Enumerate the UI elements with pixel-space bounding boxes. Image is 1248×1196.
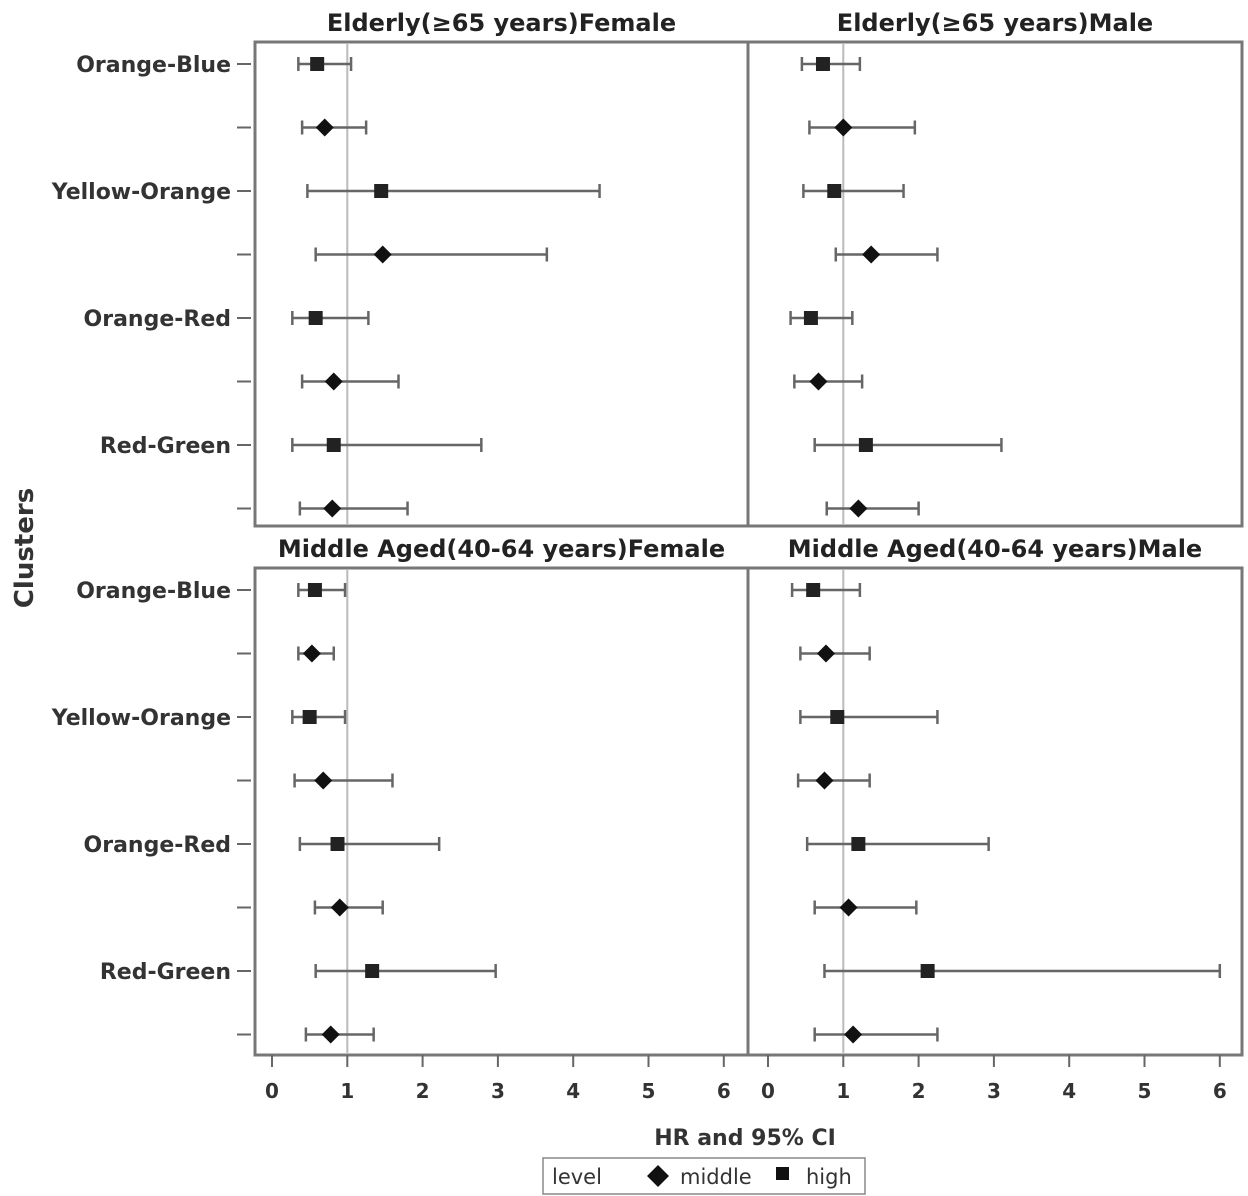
point-high-square [302, 710, 317, 724]
panel-title: Elderly(≥65 years)Male [837, 9, 1153, 37]
legend-item-high: high [806, 1165, 852, 1189]
x-tick-label: 1 [340, 1079, 354, 1103]
x-tick-label: 0 [265, 1079, 279, 1103]
point-high-square [851, 837, 866, 851]
point-middle-diamond [862, 245, 881, 264]
x-tick-label: 2 [416, 1079, 430, 1103]
panel-title: Middle Aged(40-64 years)Female [278, 535, 725, 563]
point-middle-diamond [323, 499, 342, 518]
panel-1: Elderly(≥65 years)Female Orange-Blue Yello… [51, 9, 750, 528]
category-label: Orange-Red [84, 833, 231, 858]
legend-box [542, 1157, 866, 1195]
panel-4: Middle Aged(40-64 years)Male 0 1 2 3 4 5 6 [746, 535, 1244, 1103]
panel-frame [746, 40, 1244, 528]
panels-layer: Elderly(≥65 years)Female Orange-Blue Yello… [51, 9, 1244, 1103]
legend-title: level [552, 1165, 602, 1189]
x-tick-label: 4 [566, 1079, 580, 1103]
category-label: Orange-Blue [76, 579, 231, 604]
point-high-square [326, 438, 341, 452]
category-label: Orange-Blue [76, 53, 231, 78]
panel-frame [253, 566, 750, 1057]
panel-frame [253, 40, 750, 528]
x-tick-label: 6 [717, 1079, 731, 1103]
point-high-square [374, 184, 389, 198]
x-tick-label: 3 [987, 1079, 1001, 1103]
point-high-square [308, 311, 323, 325]
point-high-square [827, 184, 842, 198]
x-tick-label: 1 [836, 1079, 850, 1103]
x-tick-label: 5 [642, 1079, 656, 1103]
point-high-square [330, 837, 345, 851]
y-axis-title: Clusters [10, 488, 40, 608]
panel-2: Elderly(≥65 years)Male [746, 9, 1244, 528]
panel-3: Middle Aged(40-64 years)Female Orange-Blu… [51, 535, 750, 1103]
legend-diamond-icon [647, 1165, 669, 1187]
point-high-square [310, 57, 325, 71]
point-middle-diamond [816, 644, 835, 663]
point-high-square [365, 964, 380, 978]
point-high-square [920, 964, 935, 978]
point-high-square [806, 583, 821, 597]
category-label: Red-Green [100, 434, 231, 459]
point-middle-diamond [839, 898, 858, 917]
legend-square-icon [776, 1167, 789, 1180]
point-high-square [307, 583, 322, 597]
point-high-square [858, 438, 873, 452]
x-tick-label: 3 [491, 1079, 505, 1103]
point-high-square [830, 710, 845, 724]
legend: level middle high [542, 1157, 866, 1195]
point-high-square [815, 57, 830, 71]
point-middle-diamond [834, 118, 853, 137]
category-label: Yellow-Orange [51, 706, 231, 731]
point-middle-diamond [330, 898, 349, 917]
point-middle-diamond [315, 118, 334, 137]
panel-frame [746, 566, 1244, 1057]
x-tick-label: 4 [1062, 1079, 1076, 1103]
point-middle-diamond [321, 1025, 340, 1044]
point-middle-diamond [314, 771, 333, 790]
point-middle-diamond [324, 372, 343, 391]
category-label: Yellow-Orange [51, 180, 231, 205]
x-tick-label: 5 [1138, 1079, 1152, 1103]
category-label: Red-Green [100, 960, 231, 985]
x-tick-label: 6 [1213, 1079, 1227, 1103]
panel-title: Middle Aged(40-64 years)Male [788, 535, 1202, 563]
point-middle-diamond [373, 245, 392, 264]
point-high-square [803, 311, 818, 325]
category-label: Orange-Red [84, 307, 231, 332]
point-middle-diamond [302, 644, 321, 663]
panel-title: Elderly(≥65 years)Female [327, 9, 676, 37]
legend-item-middle: middle [680, 1165, 752, 1189]
point-middle-diamond [809, 372, 828, 391]
point-middle-diamond [844, 1025, 863, 1044]
point-middle-diamond [815, 771, 834, 790]
x-axis-title: HR and 95% CI [654, 1126, 836, 1151]
point-middle-diamond [849, 499, 868, 518]
x-tick-label: 2 [912, 1079, 926, 1103]
x-tick-label: 0 [761, 1079, 775, 1103]
